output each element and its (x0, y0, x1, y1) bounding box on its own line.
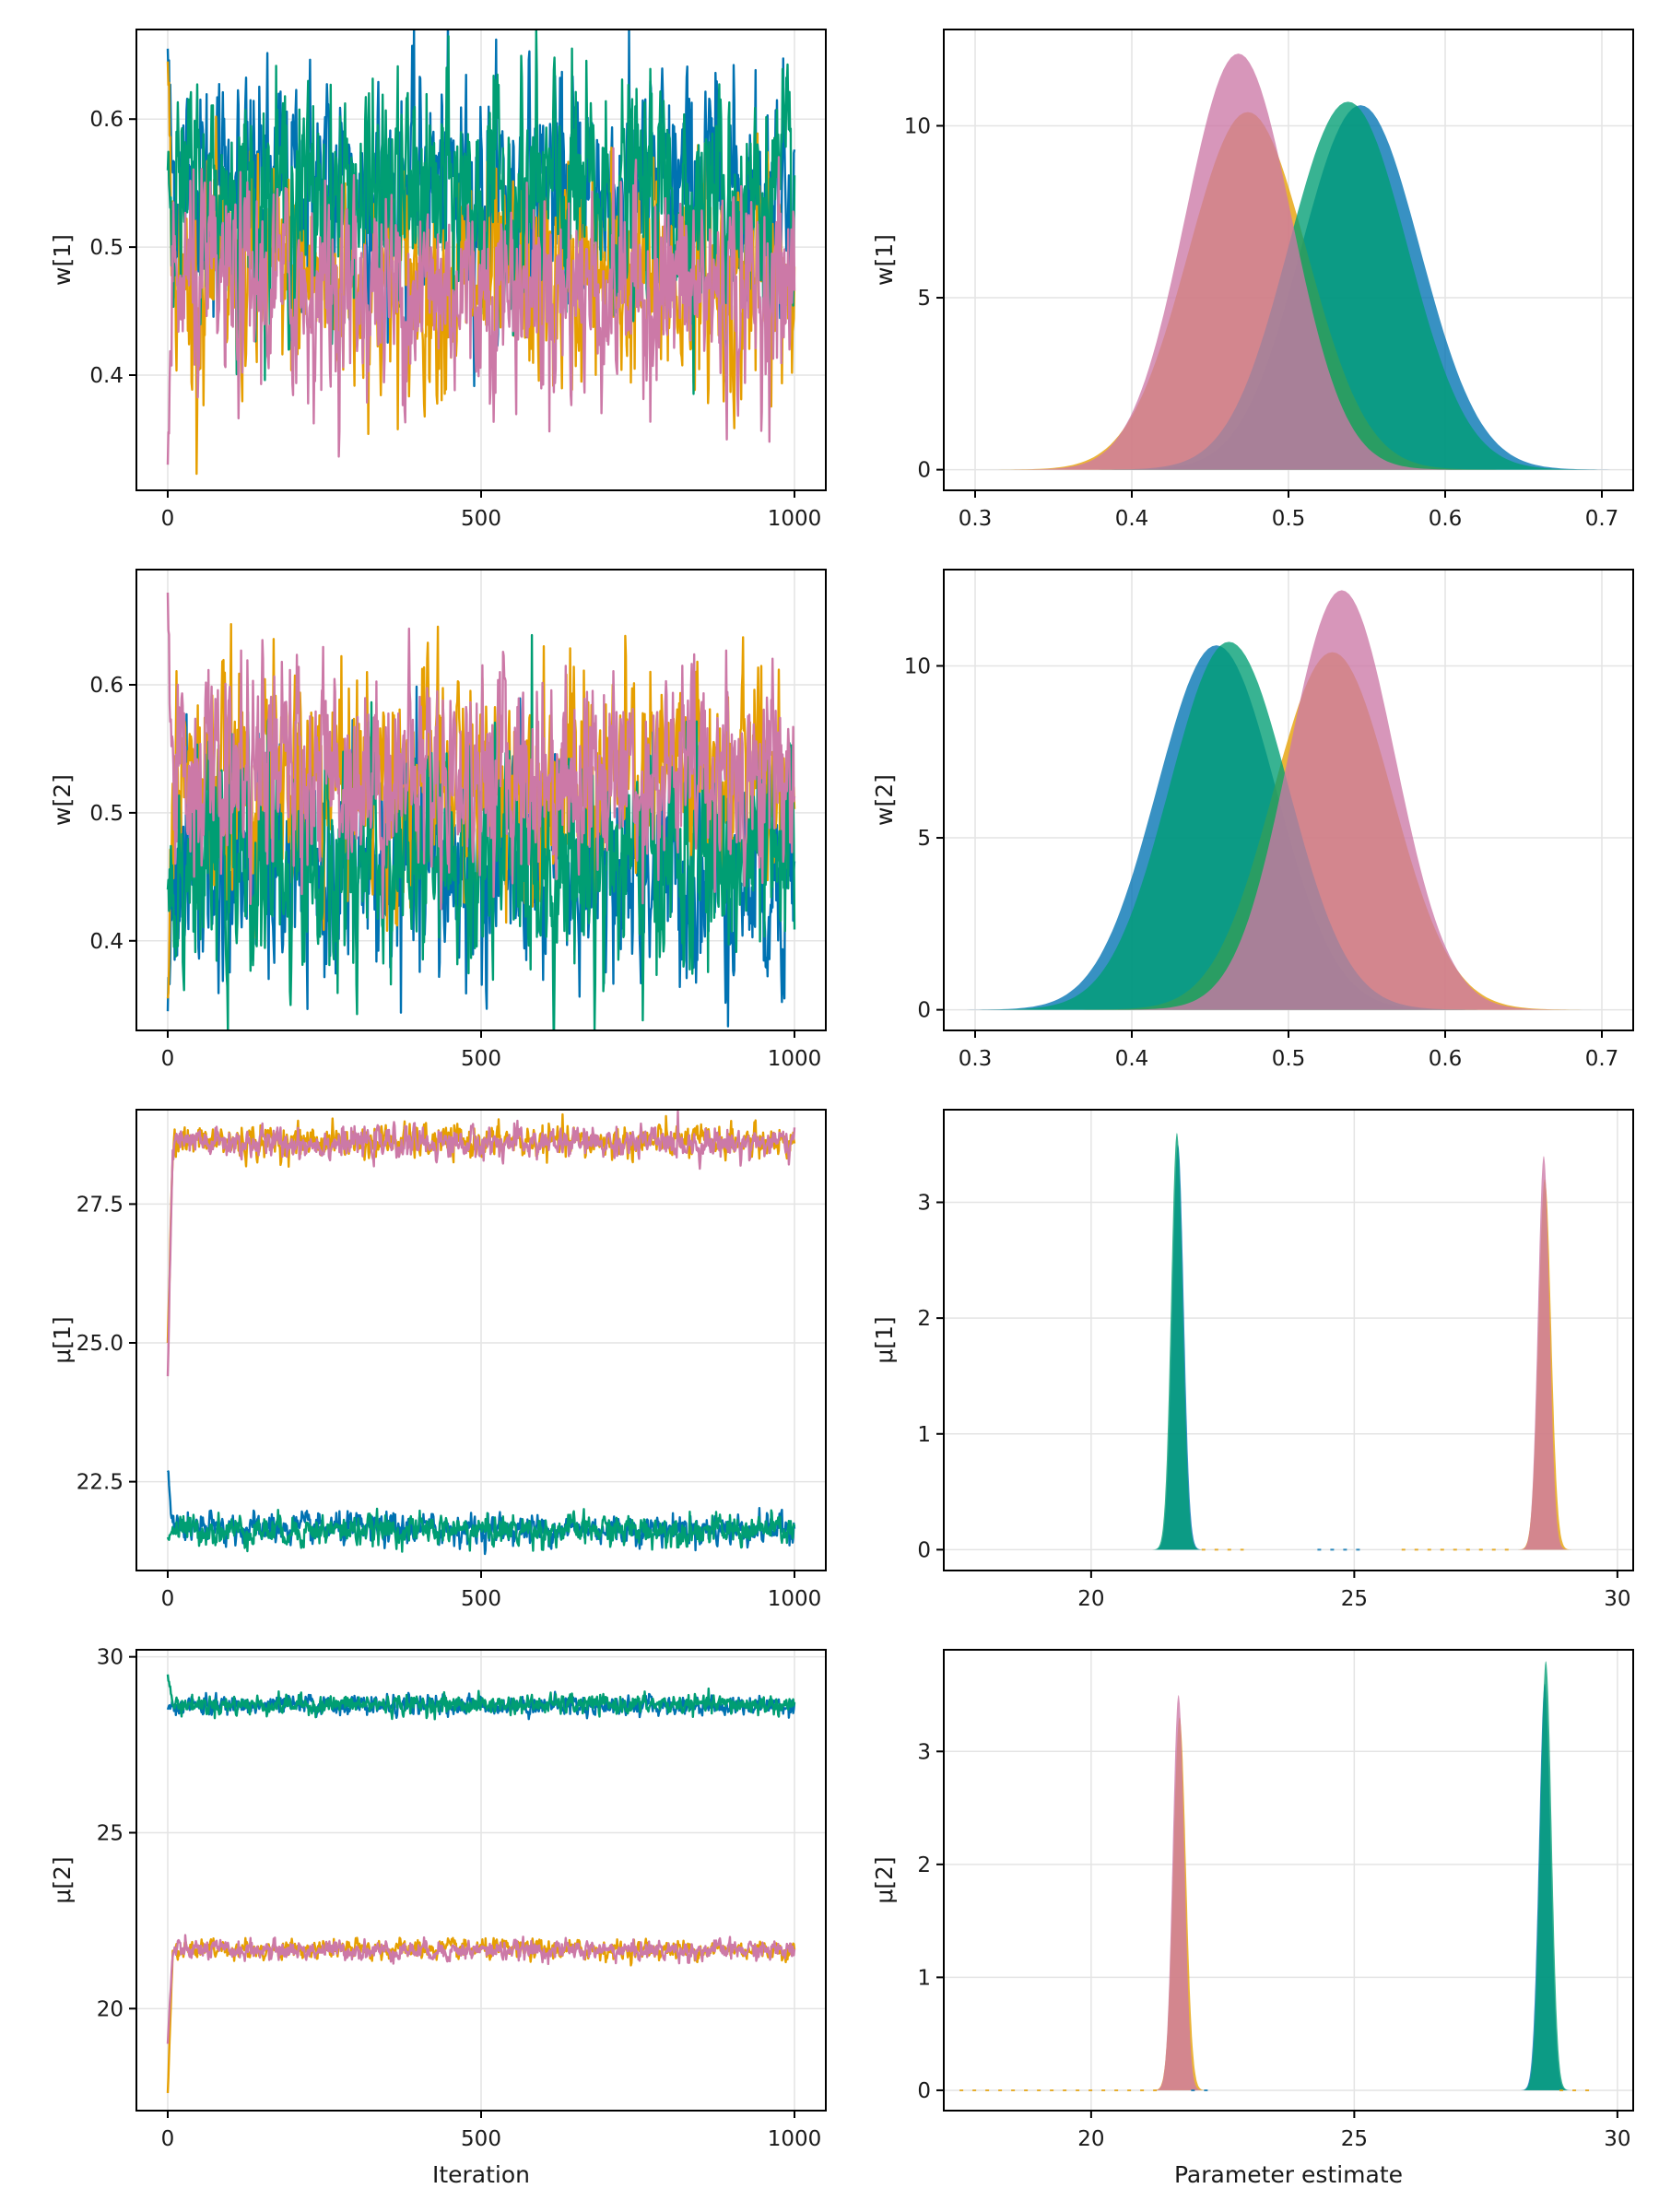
x-tick-label: 0 (161, 1587, 175, 1611)
x-tick-label: 25 (1341, 1587, 1368, 1611)
x-tick-label: 0 (161, 2127, 175, 2151)
x-tick-label: 0.6 (1429, 507, 1463, 531)
density-area-chain-4 (1519, 1156, 1569, 1550)
y-axis-label: μ[2] (871, 1856, 898, 1903)
x-tick-label: 25 (1341, 2127, 1368, 2151)
y-tick-label: 0 (917, 1538, 931, 1562)
y-tick-label: 22.5 (76, 1471, 124, 1495)
x-tick-label: 0.3 (959, 1047, 993, 1071)
trace-line-chain-4 (166, 1934, 796, 2044)
x-tick-label: 1000 (768, 1047, 822, 1071)
trace-line-chain-4 (166, 147, 796, 465)
y-tick-label: 30 (97, 1646, 124, 1670)
y-tick-label: 2 (917, 1853, 931, 1877)
panel-1-trace: 0 500 1000 0.4 0.5 0.6 w[1] (49, 29, 827, 531)
trace-line-chain-4 (166, 1110, 796, 1377)
y-tick-label: 10 (904, 114, 931, 138)
y-tick-label: 0.6 (89, 674, 124, 698)
x-tick-label: 500 (461, 1047, 501, 1071)
panel-4-density: 0.3 0.4 0.5 0.6 0.7 0 5 10 w[2] (871, 569, 1634, 1071)
y-tick-label: 0 (917, 459, 931, 483)
y-tick-label: 0.5 (89, 236, 124, 260)
panel-8-density: 20 25 30 0 1 2 3 μ[2] Parameter estimate (871, 1649, 1634, 2188)
y-tick-label: 2 (917, 1307, 931, 1331)
panel-5-trace: 0 500 1000 22.5 25.0 27.5 μ[1] (49, 1109, 827, 1611)
y-tick-label: 10 (904, 654, 931, 678)
x-tick-label: 30 (1604, 1587, 1630, 1611)
y-tick-label: 0 (917, 2079, 931, 2103)
y-tick-label: 5 (917, 287, 931, 311)
y-axis-label: w[2] (871, 774, 898, 826)
y-tick-label: 0.4 (89, 930, 124, 954)
density-area-chain-3 (1152, 1133, 1202, 1550)
trace-line-chain-4 (166, 592, 796, 919)
x-tick-label: 500 (461, 2127, 501, 2151)
y-axis-label: μ[1] (871, 1316, 898, 1363)
x-tick-label: 0 (161, 507, 175, 531)
y-axis-label: μ[1] (49, 1316, 76, 1363)
y-tick-label: 20 (97, 1997, 124, 2021)
y-tick-label: 1 (917, 1423, 931, 1447)
x-tick-label: 0 (161, 1047, 175, 1071)
x-tick-label: 500 (461, 507, 501, 531)
axes-frame (943, 1649, 1634, 2112)
x-tick-label: 20 (1077, 2127, 1104, 2151)
x-tick-label: 500 (461, 1587, 501, 1611)
x-axis-label: Iteration (432, 2161, 530, 2188)
y-tick-label: 0.5 (89, 802, 124, 826)
y-tick-label: 0.4 (89, 364, 124, 388)
y-tick-label: 0 (917, 999, 931, 1023)
x-tick-label: 0.7 (1585, 507, 1619, 531)
x-tick-label: 1000 (768, 507, 822, 531)
trace-line-chain-3 (166, 1674, 796, 1721)
x-tick-label: 1000 (768, 2127, 822, 2151)
trace-line-chain-3 (166, 1507, 796, 1553)
x-tick-label: 0.5 (1272, 507, 1306, 531)
density-area-chain-4 (1014, 53, 1463, 470)
x-tick-label: 0.5 (1272, 1047, 1306, 1071)
y-tick-label: 27.5 (76, 1193, 124, 1217)
y-axis-label: w[2] (49, 774, 76, 826)
density-area-chain-4 (1118, 590, 1566, 1010)
panel-6-density: 20 25 30 0 1 2 3 μ[1] (871, 1109, 1634, 1611)
x-tick-label: 0.3 (959, 507, 993, 531)
y-tick-label: 3 (917, 1192, 931, 1216)
panel-2-density: 0.3 0.4 0.5 0.6 0.7 0 5 10 w[1] (871, 29, 1634, 531)
x-tick-label: 0.6 (1429, 1047, 1463, 1071)
y-axis-label: μ[2] (49, 1856, 76, 1903)
y-tick-label: 25.0 (76, 1332, 124, 1356)
density-area-chain-4 (1154, 1695, 1203, 2090)
y-tick-label: 3 (917, 1740, 931, 1764)
panel-3-trace: 0 500 1000 0.4 0.5 0.6 w[2] (49, 569, 827, 1071)
y-axis-label: w[1] (871, 234, 898, 286)
panel-7-trace: 0 500 1000 20 25 30 μ[2] Iteration (49, 1646, 827, 2188)
y-tick-label: 0.6 (89, 108, 124, 132)
x-tick-label: 1000 (768, 1587, 822, 1611)
x-tick-label: 0.7 (1585, 1047, 1619, 1071)
y-tick-label: 1 (917, 1966, 931, 1990)
x-tick-label: 0.4 (1115, 1047, 1149, 1071)
y-axis-label: w[1] (49, 234, 76, 286)
density-area-chain-3 (979, 641, 1479, 1010)
axes-frame (943, 1109, 1634, 1571)
y-tick-label: 25 (97, 1821, 124, 1845)
density-area-chain-3 (1521, 1661, 1571, 2090)
density-area-chain-3 (1098, 101, 1598, 470)
x-tick-label: 0.4 (1115, 507, 1149, 531)
y-tick-label: 5 (917, 827, 931, 851)
x-tick-label: 20 (1077, 1587, 1104, 1611)
x-tick-label: 30 (1604, 2127, 1630, 2151)
x-axis-label: Parameter estimate (1174, 2161, 1403, 2188)
